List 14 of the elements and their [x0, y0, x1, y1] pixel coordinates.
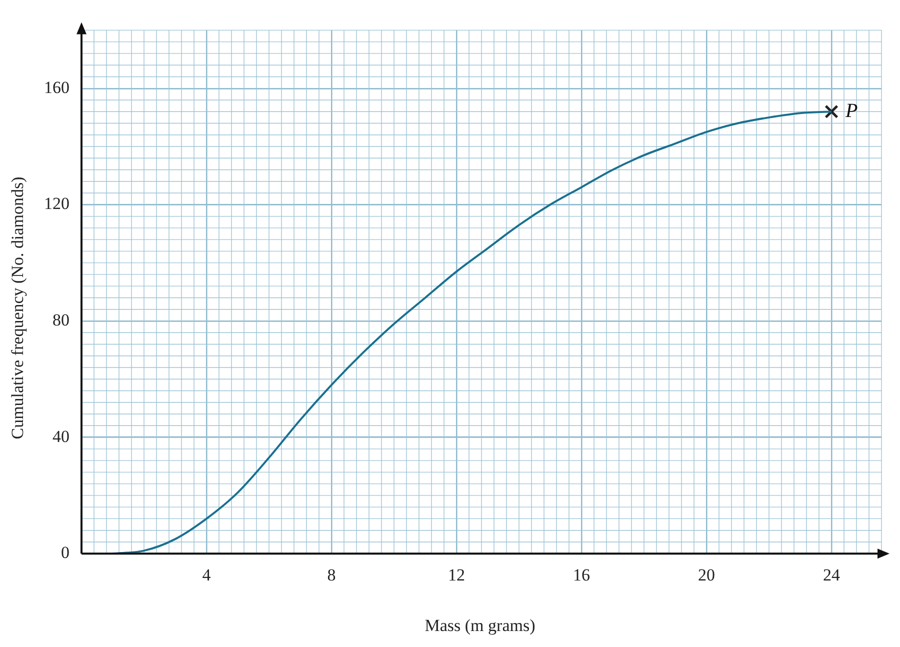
x-tick-label: 16: [573, 565, 590, 584]
x-axis-title: Mass (m grams): [424, 616, 536, 636]
annotation: P: [844, 100, 858, 122]
y-tick-label: 40: [52, 426, 70, 446]
y-tick-label: 0: [61, 543, 70, 562]
y-tick-label: 80: [52, 310, 70, 330]
y-tick-label: 120: [44, 194, 70, 214]
x-tick-label: 20: [698, 565, 715, 584]
x-tick-label: 24: [823, 565, 840, 584]
x-tick-label: 4: [202, 565, 212, 584]
y-axis-title: Cumulative frequency (No. diamonds): [8, 176, 28, 442]
y-tick-label: 160: [44, 78, 70, 97]
x-tick-label: 8: [327, 565, 336, 584]
x-tick-label: 12: [448, 565, 465, 584]
